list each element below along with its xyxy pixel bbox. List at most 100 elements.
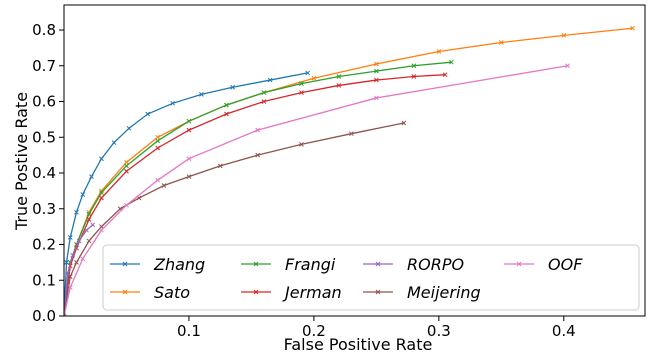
series-line-oof [64, 65, 568, 316]
data-point-oof [99, 227, 104, 233]
y-tick-label: 0.1 [32, 271, 56, 289]
legend-label-sato: Sato [154, 283, 190, 302]
data-point-zhang [111, 140, 117, 145]
data-point-jerman [336, 83, 342, 88]
y-tick-label: 0.2 [32, 236, 56, 254]
legend-marker-jerman [253, 289, 259, 295]
data-point-rorpo [84, 227, 89, 233]
legend-item-rorpo: RORPO [363, 255, 464, 274]
data-point-zhang [145, 111, 151, 117]
data-point-meijering [217, 163, 223, 169]
y-tick-label: 0.8 [32, 21, 56, 39]
data-point-meijering [74, 260, 79, 265]
y-axis-title: True Postive Rate [12, 92, 31, 231]
data-point-sato [436, 49, 442, 54]
data-point-sato [561, 33, 567, 38]
data-point-jerman [299, 90, 304, 95]
legend-item-meijering: Meijering [363, 283, 481, 302]
series-frangi [64, 59, 454, 316]
data-point-rorpo [90, 222, 96, 228]
legend-marker-rorpo [375, 261, 381, 267]
y-tick-label: 0.3 [32, 200, 56, 218]
data-point-jerman [442, 72, 448, 78]
legend-label-oof: OOF [548, 255, 583, 274]
legend-marker-zhang [122, 261, 128, 267]
series-line-meijering [64, 122, 404, 316]
data-point-meijering [401, 120, 407, 126]
data-point-sato [155, 134, 161, 140]
legend-label-rorpo: RORPO [407, 255, 464, 274]
data-point-oof [186, 156, 192, 162]
data-point-rorpo [70, 252, 76, 258]
data-point-meijering [86, 238, 92, 244]
series-zhang [64, 70, 310, 316]
y-tick-label: 0.0 [32, 307, 56, 325]
legend-box [102, 244, 640, 311]
data-point-frangi [261, 90, 267, 95]
legend-marker-meijering [375, 289, 381, 295]
data-point-oof [64, 313, 67, 316]
data-point-meijering [161, 183, 167, 188]
data-point-jerman [224, 111, 229, 117]
data-point-zhang [74, 209, 79, 215]
plot-frame [63, 4, 646, 317]
axes-layer: 0.1 0.2 0.3 0.4 0.0 0.1 0.2 0.3 0.4 0.5 0.6 0.7 0.8 [32, 4, 646, 340]
data-point-sato [498, 40, 504, 45]
data-point-oof [565, 63, 570, 69]
data-point-jerman [99, 195, 104, 201]
data-point-sato [124, 159, 129, 165]
legend-marker-frangi [253, 261, 259, 267]
y-tick-label: 0.5 [32, 128, 56, 146]
data-point-jerman [374, 77, 379, 83]
y-tick-label: 0.6 [32, 93, 56, 111]
data-point-oof [374, 95, 379, 101]
series-rorpo [64, 222, 96, 316]
data-point-rorpo [65, 270, 71, 276]
data-point-oof [124, 202, 129, 208]
data-point-oof [80, 256, 86, 262]
data-point-zhang [64, 260, 69, 265]
x-tick-label: 0.4 [552, 322, 576, 340]
data-point-jerman [86, 217, 92, 222]
legend-item-zhang: Zhang [110, 255, 205, 274]
data-point-frangi [186, 118, 192, 124]
data-point-frangi [99, 190, 104, 196]
legend-label-meijering: Meijering [407, 283, 481, 302]
data-point-sato [630, 25, 635, 31]
y-tick-label: 0.4 [32, 164, 56, 182]
data-point-zhang [99, 156, 104, 162]
data-point-zhang [80, 192, 86, 197]
data-point-zhang [170, 100, 176, 106]
data-point-zhang [267, 77, 273, 83]
data-point-rorpo [76, 238, 82, 244]
data-point-meijering [67, 274, 73, 280]
data-point-zhang [199, 92, 204, 97]
x-tick-label: 0.2 [302, 322, 326, 340]
data-point-frangi [448, 59, 454, 65]
series-oof [64, 63, 570, 316]
data-point-frangi [374, 68, 379, 74]
x-axis-title: False Positive Rate [284, 335, 433, 354]
data-point-frangi [124, 163, 129, 169]
data-point-sato [99, 188, 104, 194]
legend: Zhang Sato Frangi Jerman RORPO Meijering OOF [102, 244, 640, 311]
data-point-sato [311, 75, 317, 81]
data-point-frangi [86, 211, 92, 217]
legend-item-frangi: Frangi [241, 255, 336, 274]
data-point-jerman [124, 168, 129, 174]
data-point-zhang [230, 84, 236, 90]
legend-item-jerman: Jerman [241, 283, 342, 302]
data-point-jerman [411, 74, 417, 79]
data-point-oof [67, 285, 73, 290]
data-point-oof [155, 177, 161, 183]
data-point-zhang [67, 235, 73, 240]
data-point-jerman [186, 127, 192, 133]
legend-item-oof: OOF [504, 255, 583, 274]
legend-label-frangi: Frangi [285, 255, 336, 274]
x-tick-label: 0.1 [177, 322, 201, 340]
legend-label-zhang: Zhang [153, 255, 205, 274]
data-point-frangi [411, 63, 417, 69]
data-point-jerman [261, 99, 267, 104]
data-point-zhang [89, 174, 94, 179]
